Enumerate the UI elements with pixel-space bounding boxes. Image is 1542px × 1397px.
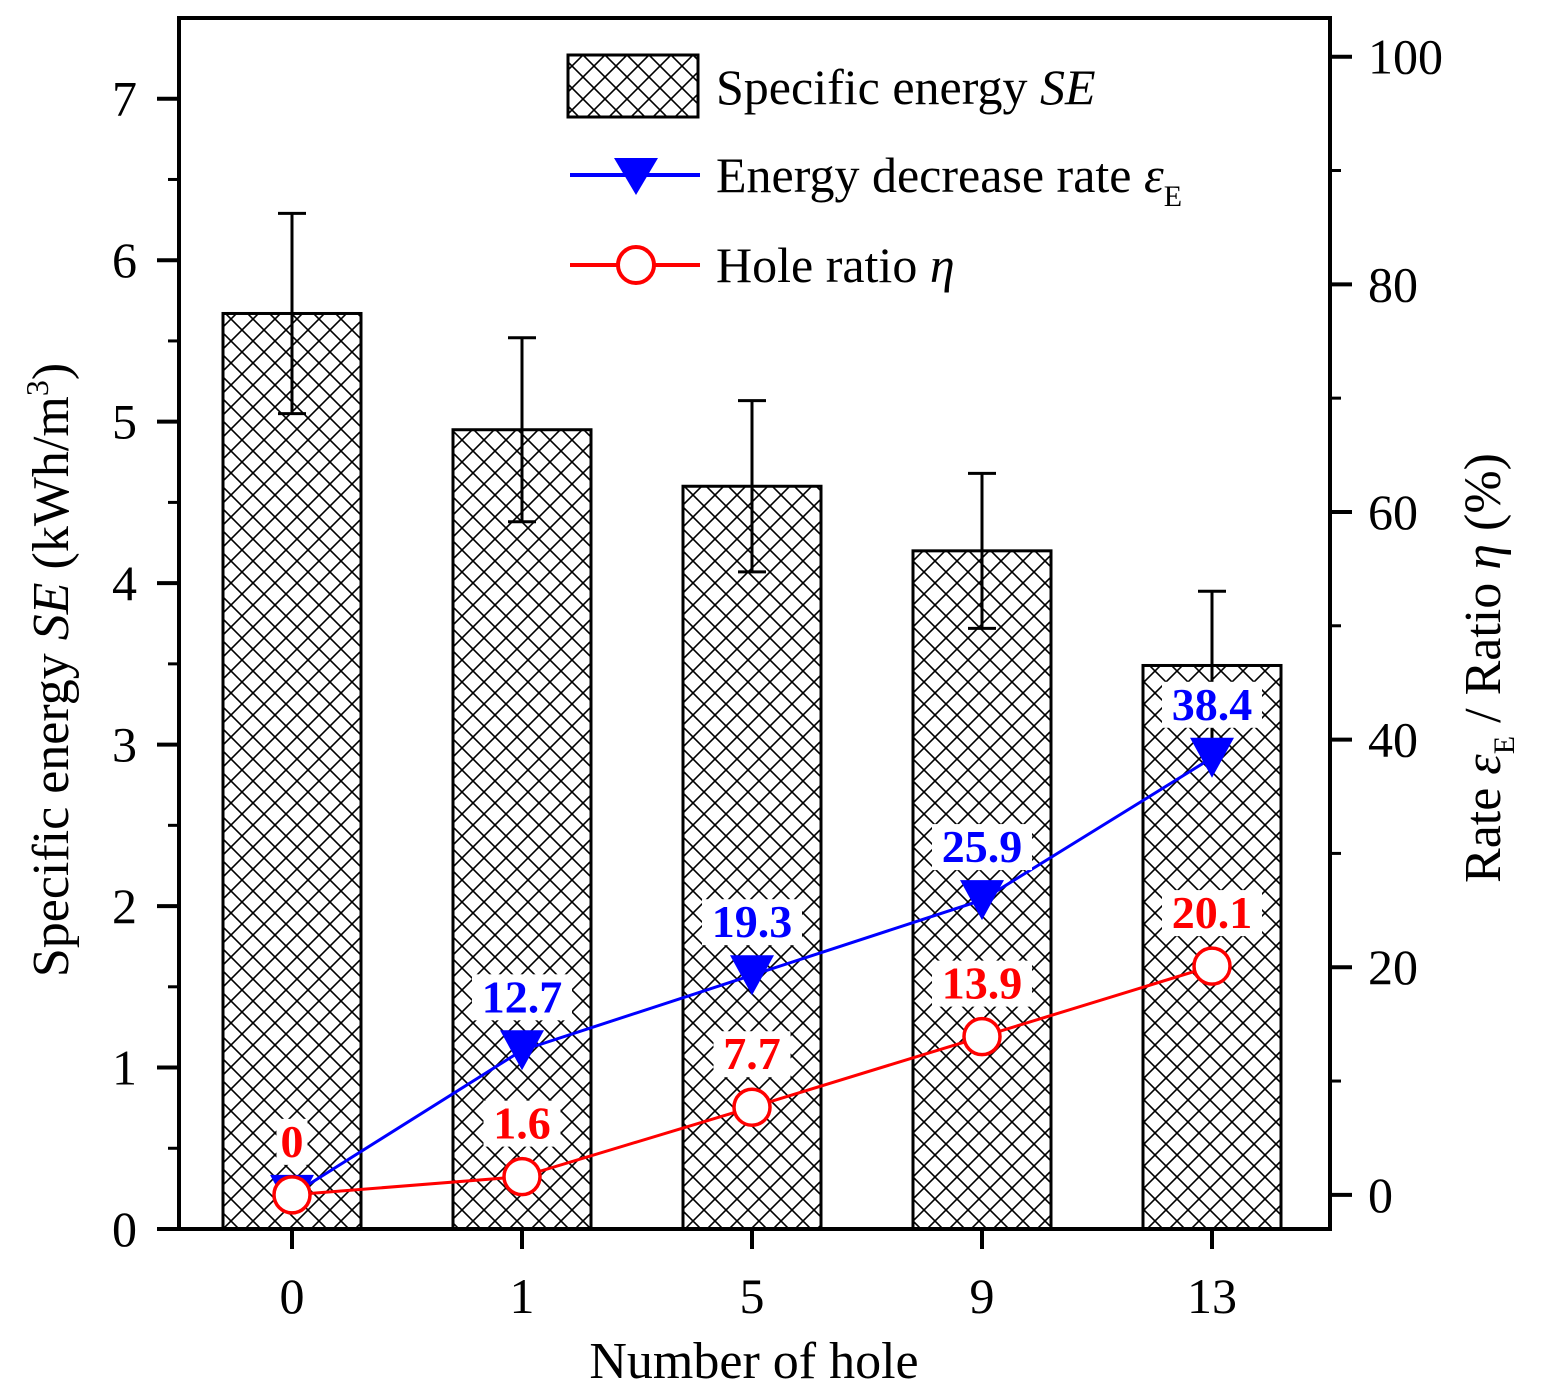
hole-label-5-bg	[713, 1031, 791, 1078]
rate-label-13-bg	[1162, 681, 1262, 728]
hole-label-13: 20.1	[1172, 887, 1253, 938]
left-tick-label: 2	[112, 878, 137, 934]
hole-label-1: 1.6	[493, 1098, 551, 1149]
hole-marker-13	[1192, 946, 1232, 986]
right-tick-label: 40	[1368, 712, 1418, 768]
x-tick-label: 9	[970, 1268, 995, 1324]
left-axis-title: Specific energy SE (kWh/m3)	[19, 363, 80, 977]
legend-rate-marker	[614, 158, 658, 195]
left-tick-label: 5	[112, 394, 137, 450]
x-tick-label: 13	[1187, 1268, 1237, 1324]
error-bar-1	[508, 336, 536, 524]
legend-rate-label: Energy decrease rate εE	[716, 147, 1182, 213]
hole-label-13-bg	[1162, 890, 1262, 937]
right-axis: 0 20 40 60 80 100	[1330, 29, 1443, 1223]
error-bars-layer	[278, 211, 1226, 742]
left-axis: 0 1 2 3 4 5 6 7	[112, 71, 179, 1257]
x-tick-label: 1	[510, 1268, 535, 1324]
hole-marker-5	[732, 1087, 772, 1127]
error-bar-5	[738, 399, 766, 574]
rate-label-1-bg	[472, 974, 572, 1021]
left-tick-label: 4	[112, 555, 137, 611]
right-tick-label: 0	[1368, 1167, 1393, 1223]
hole-label-0-bg	[276, 1118, 308, 1165]
right-tick-label: 100	[1368, 29, 1443, 85]
legend-bar-swatch	[566, 53, 700, 119]
left-tick-label: 1	[112, 1040, 137, 1096]
plot-frame	[177, 16, 1332, 1231]
left-tick-label: 7	[112, 71, 137, 127]
hole-label-9-bg	[932, 960, 1032, 1007]
bar-0	[221, 311, 363, 1231]
error-bar-9	[968, 471, 996, 630]
legend-hole-label: Hole ratio η	[716, 237, 955, 293]
right-axis-title: Rate εE / Ratio η (%)	[1455, 453, 1521, 883]
rate-label-5-bg	[702, 899, 802, 946]
hole-label-0: 0	[281, 1116, 304, 1167]
x-tick-label: 0	[280, 1268, 305, 1324]
lines-layer	[270, 737, 1234, 1215]
left-tick-label: 6	[112, 232, 137, 288]
rate-label-13: 38.4	[1172, 679, 1253, 730]
hole-marker-1	[502, 1156, 542, 1197]
rate-marker-5	[730, 955, 774, 996]
rate-marker-1	[500, 1030, 544, 1071]
x-axis: 0 1 5 9 13	[280, 1229, 1237, 1324]
rate-marker-13	[1190, 737, 1234, 778]
left-tick-label: 0	[112, 1201, 137, 1257]
bar-1	[451, 428, 593, 1231]
data-labels-layer: 12.7 19.3 25.9 38.4 0 1.6 7.7 13.9 20.1	[276, 679, 1262, 1167]
legend: Specific energy SE Energy decrease rate …	[566, 53, 1182, 293]
left-tick-label: 3	[112, 717, 137, 773]
right-tick-label: 80	[1368, 256, 1418, 312]
error-bar-0	[278, 211, 306, 416]
x-tick-label: 5	[740, 1268, 765, 1324]
hole-label-5: 7.7	[723, 1028, 781, 1079]
right-tick-label: 20	[1368, 939, 1418, 995]
x-axis-title: Number of hole	[589, 1333, 918, 1390]
rate-label-5: 19.3	[712, 896, 793, 947]
rate-label-9: 25.9	[942, 821, 1023, 872]
right-tick-label: 60	[1368, 484, 1418, 540]
hole-marker-0	[272, 1175, 312, 1215]
legend-bar-label: Specific energy SE	[716, 59, 1096, 115]
legend-hole-marker	[616, 245, 656, 285]
rate-marker-9	[960, 880, 1004, 921]
hole-label-1-bg	[483, 1100, 561, 1147]
rate-label-9-bg	[932, 824, 1032, 871]
hole-marker-9	[962, 1016, 1002, 1057]
rate-label-1: 12.7	[482, 971, 563, 1022]
hole-label-9: 13.9	[942, 958, 1023, 1009]
